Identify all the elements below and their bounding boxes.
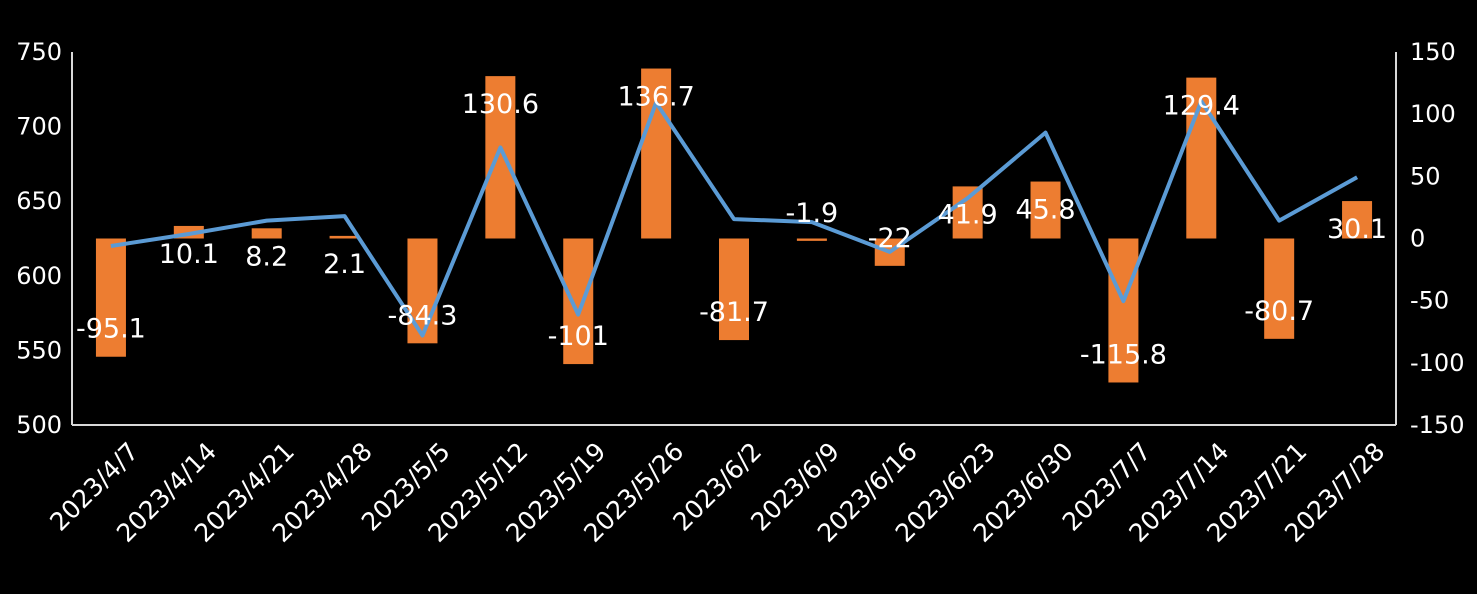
right-tick-label: 50 xyxy=(1410,162,1441,190)
data-label: -80.7 xyxy=(1244,296,1314,327)
bar xyxy=(1342,201,1373,239)
data-label: 10.1 xyxy=(159,239,219,270)
right-tick-label: -100 xyxy=(1410,349,1464,377)
data-label: 30.1 xyxy=(1327,214,1387,245)
data-label: -1.9 xyxy=(786,198,839,229)
right-tick-label: 150 xyxy=(1410,38,1456,66)
data-label: -101 xyxy=(548,321,609,352)
data-label: 2.1 xyxy=(323,249,366,280)
bar xyxy=(251,228,282,239)
bar xyxy=(1264,238,1295,339)
data-labels: -95.1 10.1 8.2 2.1 -84.3 130.6 -101 136.7 -81.7 -… xyxy=(76,82,1387,371)
line-path xyxy=(110,99,1359,338)
left-tick-label: 500 xyxy=(16,411,62,439)
data-label: -22 xyxy=(868,223,912,254)
data-label: 45.8 xyxy=(1015,195,1075,226)
left-tick-label: 700 xyxy=(16,113,62,141)
data-label: 130.6 xyxy=(462,89,539,120)
data-label: 41.9 xyxy=(938,199,998,230)
bar xyxy=(952,186,983,239)
bar xyxy=(407,238,438,344)
right-tick-label: -150 xyxy=(1410,411,1464,439)
left-tick-label: 600 xyxy=(16,262,62,290)
bar xyxy=(95,238,126,357)
bar xyxy=(719,238,749,341)
x-tick-labels: 2023/4/72023/4/142023/4/212023/4/282023/… xyxy=(44,437,1390,548)
bar xyxy=(563,238,594,365)
bar xyxy=(1108,238,1139,383)
data-label: 129.4 xyxy=(1163,91,1240,122)
data-label: -115.8 xyxy=(1080,339,1167,370)
bar xyxy=(329,235,360,239)
line-series xyxy=(110,99,1359,338)
right-tick-label: -50 xyxy=(1410,287,1449,315)
bar xyxy=(796,238,827,241)
bar xyxy=(485,76,516,239)
right-tick-label: 0 xyxy=(1410,225,1425,253)
axes: 500 550 600 650 700 750 -150 -100 -50 0 50 100 150 xyxy=(16,38,1464,439)
data-label: -95.1 xyxy=(76,314,146,345)
bar xyxy=(641,68,672,239)
data-label: 8.2 xyxy=(245,241,288,272)
data-label: -84.3 xyxy=(388,300,458,331)
bar xyxy=(1030,181,1061,239)
left-tick-label: 650 xyxy=(16,187,62,215)
data-label: -81.7 xyxy=(699,297,769,328)
left-tick-label: 750 xyxy=(16,38,62,66)
left-tick-label: 550 xyxy=(16,336,62,364)
data-label: 136.7 xyxy=(617,82,694,113)
right-tick-label: 100 xyxy=(1410,100,1456,128)
